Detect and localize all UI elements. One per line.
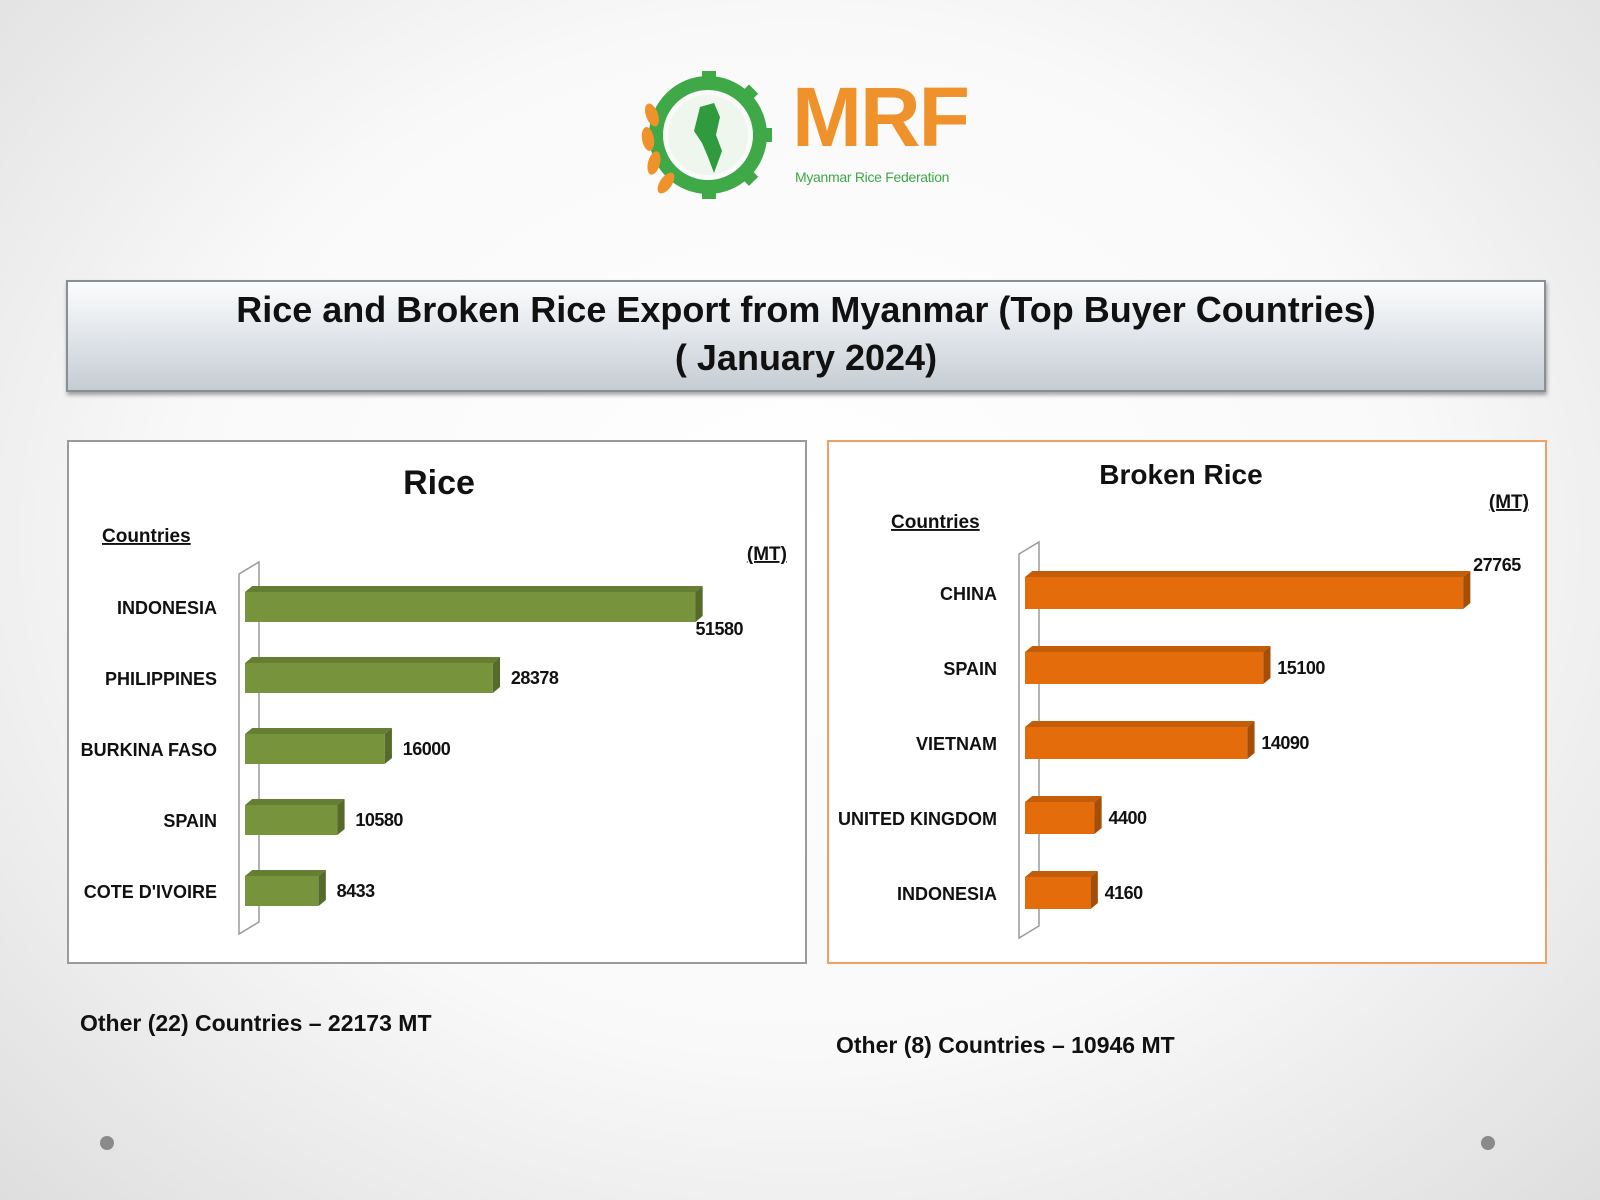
bar — [245, 876, 319, 906]
broken-rice-chart-panel: Broken Rice Countries (MT) CHINA 27765 SPAIN 1… — [827, 440, 1547, 964]
bar — [245, 592, 696, 622]
broken-rice-other-countries-note: Other (8) Countries – 10946 MT — [836, 1032, 1175, 1058]
bar — [245, 805, 338, 835]
category-label: SPAIN — [163, 811, 217, 831]
value-label: 16000 — [403, 739, 451, 759]
value-label: 4160 — [1105, 883, 1144, 903]
bar — [245, 663, 493, 693]
bar-side — [384, 728, 392, 764]
slide-dot-right — [1481, 1136, 1495, 1150]
bar-top — [1025, 796, 1102, 802]
value-label: 10580 — [355, 810, 403, 830]
category-axis-header: Countries — [102, 526, 191, 547]
category-label: CHINA — [940, 584, 997, 604]
category-label: INDONESIA — [117, 598, 217, 618]
category-label: PHILIPPINES — [105, 669, 217, 689]
bar-side — [337, 799, 345, 835]
brand-subtitle: Myanmar Rice Federation — [795, 169, 950, 185]
bar — [1025, 727, 1248, 759]
bar-top — [1025, 646, 1271, 652]
bar-top — [245, 586, 703, 592]
category-label: SPAIN — [943, 659, 997, 679]
bar-side — [1463, 571, 1471, 609]
chart-title: Broken Rice — [1099, 459, 1262, 490]
bar-side — [1094, 796, 1102, 834]
bar-side — [1090, 871, 1098, 909]
category-label: BURKINA FASO — [81, 740, 217, 760]
chart-title: Rice — [403, 464, 475, 502]
rice-other-countries-note: Other (22) Countries – 22173 MT — [80, 1010, 432, 1036]
bar-side — [695, 586, 703, 622]
mrf-logo: MRF Myanmar Rice Federation — [630, 55, 980, 225]
bar-side — [492, 657, 501, 693]
unit-label: (MT) — [747, 544, 787, 565]
bar — [245, 734, 385, 764]
page-subtitle: ( January 2024) — [674, 337, 938, 378]
bar — [1025, 877, 1091, 909]
unit-label: (MT) — [1489, 492, 1529, 513]
slide-dot-left — [100, 1136, 114, 1150]
bar-top — [245, 870, 326, 876]
page-title: Rice and Broken Rice Export from Myanmar… — [236, 289, 1376, 330]
category-label: COTE D'IVOIRE — [84, 882, 217, 902]
category-label: UNITED KINGDOM — [838, 809, 997, 829]
bar — [1025, 577, 1464, 609]
value-label: 28378 — [511, 668, 559, 688]
value-label: 15100 — [1277, 658, 1325, 678]
rice-chart-panel: Rice Countries (MT) INDONESIA 51580 PHILIPPIN… — [67, 440, 807, 964]
bar — [1025, 652, 1264, 684]
bar-top — [245, 657, 501, 663]
broken-rice-chart: Broken Rice Countries (MT) CHINA 27765 SPAIN 1… — [838, 459, 1529, 940]
value-label: 4400 — [1108, 808, 1147, 828]
bar-top — [245, 799, 345, 805]
title-banner: Rice and Broken Rice Export from Myanmar… — [66, 280, 1546, 392]
bar-top — [1025, 571, 1471, 577]
bar — [1025, 802, 1095, 834]
bar-side — [1263, 646, 1271, 684]
rice-chart: Rice Countries (MT) INDONESIA 51580 PHILIPPIN… — [81, 464, 787, 936]
bar-top — [1025, 871, 1098, 877]
brand-name: MRF — [792, 70, 970, 164]
bar-top — [1025, 721, 1255, 727]
category-label: VIETNAM — [916, 734, 997, 754]
value-label: 8433 — [337, 881, 376, 901]
value-label: 14090 — [1261, 733, 1309, 753]
category-label: INDONESIA — [897, 884, 997, 904]
gear-globe-icon — [641, 71, 772, 199]
bar-top — [245, 728, 392, 734]
bar-side — [318, 870, 326, 906]
value-label: 51580 — [695, 619, 743, 639]
bar-side — [1247, 721, 1255, 759]
value-label: 27765 — [1473, 555, 1521, 575]
category-axis-header: Countries — [891, 512, 980, 533]
